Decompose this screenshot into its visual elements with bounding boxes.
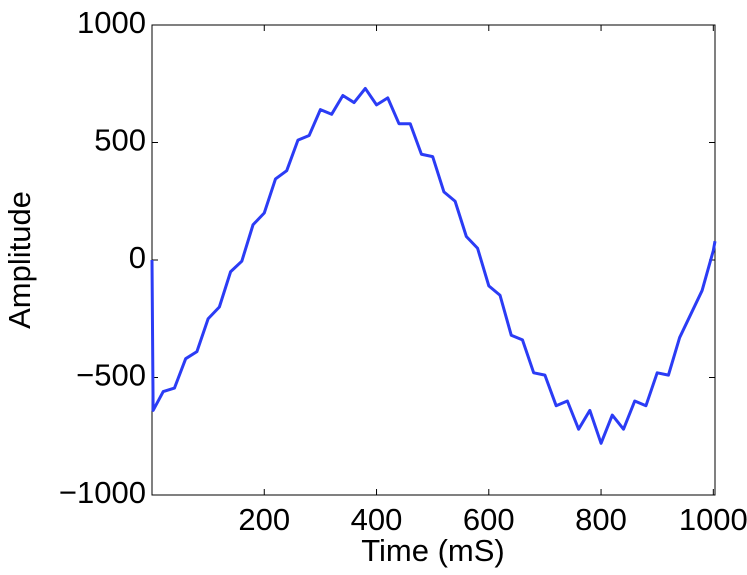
x-tick-label: 1000 [679,502,747,537]
y-tick-label: 1000 [77,5,146,40]
x-axis-label: Time (mS) [361,533,505,568]
y-tick-label: 500 [94,123,146,158]
y-tick-label: −500 [76,358,146,393]
x-tick-label: 800 [575,502,627,537]
line-series [150,86,717,445]
x-tick-label: 200 [238,502,290,537]
x-tick-label: 400 [351,502,403,537]
y-tick-label: 0 [129,240,146,275]
plot-frame [151,24,716,496]
x-tick-label: 600 [463,502,515,537]
y-tick-label: −1000 [59,475,146,510]
y-axis-label: Amplitude [2,191,37,329]
